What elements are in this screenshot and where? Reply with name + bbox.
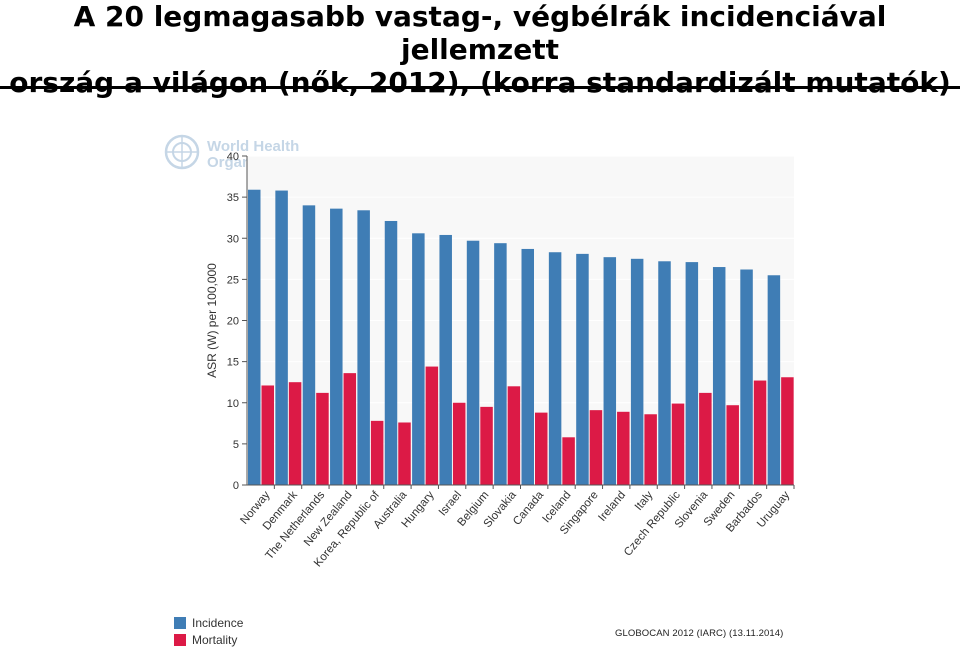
- bar-mortality: [753, 380, 767, 485]
- legend-label-mortality: Mortality: [192, 632, 238, 647]
- y-tick-label: 20: [227, 316, 239, 328]
- bar-mortality: [589, 410, 603, 485]
- bar-incidence: [740, 269, 753, 485]
- bar-mortality: [562, 437, 575, 485]
- y-tick-label: 15: [227, 357, 239, 369]
- y-tick-label: 10: [227, 398, 239, 410]
- y-tick-label: 25: [227, 274, 239, 286]
- bar-incidence: [357, 210, 370, 485]
- y-tick-label: 0: [233, 480, 239, 492]
- bar-mortality: [288, 382, 302, 485]
- bar-mortality: [671, 403, 685, 485]
- slide-title-line-1: A 20 legmagasabb vastag-, végbélrák inci…: [73, 0, 887, 66]
- slide-title-line-2: ország a világon (nők, 2012), (korra sta…: [9, 66, 951, 99]
- y-axis: 0 5 10 15 20 25 30 35 40: [227, 151, 248, 492]
- source-credit: GLOBOCAN 2012 (IARC) (13.11.2014): [615, 628, 784, 639]
- bar-incidence: [521, 248, 534, 485]
- bar-incidence: [248, 189, 261, 485]
- bar-incidence: [767, 275, 781, 485]
- bar-incidence: [603, 257, 617, 485]
- bar-mortality: [535, 412, 548, 485]
- bar-mortality: [644, 414, 657, 485]
- bar-mortality: [261, 385, 274, 485]
- bar-mortality: [398, 422, 411, 485]
- legend-label-incidence: Incidence: [192, 615, 244, 630]
- bar-incidence: [712, 267, 726, 485]
- bar-mortality: [452, 402, 466, 485]
- bar-mortality: [425, 366, 439, 485]
- bar-incidence: [330, 208, 343, 485]
- bar-incidence: [658, 261, 671, 485]
- who-emblem-icon: [164, 134, 200, 170]
- bar-incidence: [685, 262, 699, 485]
- legend-item-incidence: Incidence: [174, 614, 243, 631]
- legend-swatch-mortality: [174, 633, 186, 646]
- legend-swatch-incidence: [174, 616, 186, 629]
- y-axis-label: ASR (W) per 100,000: [205, 263, 219, 378]
- bar-incidence: [548, 252, 562, 485]
- bar-mortality: [480, 406, 493, 485]
- bar-mortality: [343, 373, 357, 485]
- y-tick-label: 35: [227, 192, 239, 204]
- bar-mortality: [316, 392, 329, 485]
- legend-item-mortality: Mortality: [174, 631, 243, 648]
- x-tick-label: Ireland: [596, 489, 628, 524]
- bars: [248, 189, 794, 486]
- bar-mortality: [617, 411, 630, 485]
- y-tick-label: 30: [227, 233, 239, 245]
- bar-incidence: [630, 258, 644, 485]
- bar-mortality: [699, 392, 712, 485]
- x-tick-label: Canada: [511, 489, 546, 528]
- legend: Incidence Mortality: [174, 614, 243, 648]
- bar-mortality: [507, 386, 521, 485]
- bar-incidence: [275, 190, 288, 486]
- bar-incidence: [302, 205, 316, 485]
- bar-mortality: [370, 420, 384, 485]
- bar-incidence: [384, 220, 398, 486]
- bar-mortality: [781, 377, 794, 485]
- bar-mortality: [726, 405, 739, 485]
- y-tick-label: 5: [233, 439, 239, 451]
- bar-incidence: [576, 253, 589, 485]
- x-tick-label: Italy: [633, 489, 656, 513]
- bar-incidence: [412, 233, 425, 485]
- bar-incidence: [494, 243, 507, 485]
- bar-incidence: [439, 234, 452, 485]
- who-logo-text-line-1: World Health: [207, 138, 299, 155]
- title-divider: [0, 86, 960, 89]
- slide-title: A 20 legmagasabb vastag-, végbélrák inci…: [0, 0, 960, 99]
- x-tick-label: Israel: [437, 489, 464, 518]
- y-tick-label: 40: [227, 151, 239, 163]
- bar-incidence: [466, 240, 480, 485]
